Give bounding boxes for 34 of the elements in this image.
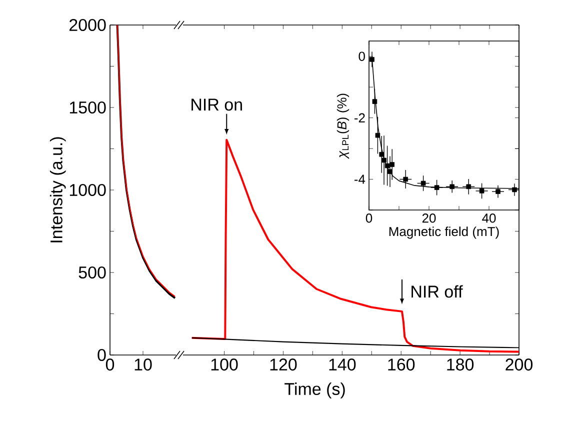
x-axis-title: Magnetic field (mT) [389, 226, 499, 239]
x-tick-label: 120 [270, 358, 297, 371]
annotation: NIR on [192, 98, 242, 111]
point [390, 162, 395, 167]
y-tick-label: -2 [354, 113, 365, 122]
x-tick-label: 20 [422, 214, 436, 223]
x-tick-label: 40 [482, 214, 496, 223]
point [379, 152, 384, 157]
x-tick-label: 10 [134, 358, 152, 371]
y-tick-label: -4 [354, 174, 366, 184]
y-axis-title: Intensity (a.u.) [50, 137, 66, 242]
point [434, 185, 440, 190]
point [496, 189, 500, 194]
x-tick-label: 180 [447, 358, 474, 371]
point [403, 176, 408, 182]
y-tick-label: 0 [98, 348, 106, 362]
y-tick-label: 0 [358, 52, 365, 61]
y-tick-label: 1500 [70, 101, 106, 114]
x-tick-label: 0 [106, 358, 114, 371]
point [479, 188, 484, 194]
point [450, 184, 454, 190]
x-tick-label: 160 [388, 358, 415, 371]
x-tick-label: 140 [329, 358, 356, 371]
y-axis-title: χ$_{LPL}$(B) (%) [336, 94, 350, 159]
y-tick-label: 500 [78, 266, 106, 279]
point [420, 180, 426, 186]
x-tick-label: 200 [506, 358, 533, 371]
x-axis-title: Time (s) [284, 382, 345, 398]
y-tick-label: 2000 [70, 18, 106, 32]
x-tick-label: 0 [366, 214, 372, 223]
annotation: NIR off [412, 285, 463, 298]
x-tick-label: 100 [211, 358, 238, 371]
point [466, 184, 471, 190]
y-tick-label: 1000 [70, 184, 106, 196]
